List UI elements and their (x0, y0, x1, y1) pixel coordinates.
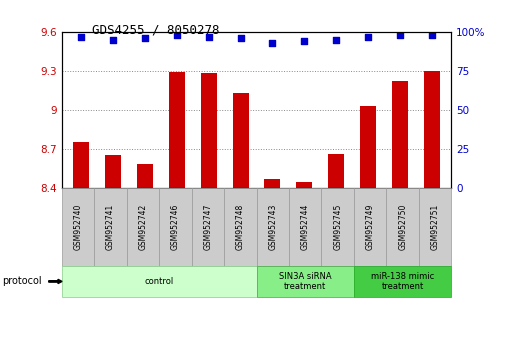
Text: miR-138 mimic
treatment: miR-138 mimic treatment (371, 272, 435, 291)
Text: SIN3A siRNA
treatment: SIN3A siRNA treatment (279, 272, 331, 291)
Point (76, 34, 85, 39)
Text: protocol: protocol (3, 276, 42, 286)
Bar (232, 93, 248, 188)
Text: GDS4255 / 8050278: GDS4255 / 8050278 (92, 23, 220, 36)
Text: GSM952748: GSM952748 (236, 204, 245, 250)
Bar (169, 72, 185, 188)
Bar (360, 106, 377, 188)
Text: GSM952743: GSM952743 (268, 203, 277, 250)
Point (396, 32, 404, 38)
Text: GSM952749: GSM952749 (366, 203, 374, 250)
Bar (392, 81, 408, 188)
Point (268, 40, 277, 46)
Bar (424, 71, 440, 188)
Text: GSM952745: GSM952745 (333, 203, 342, 250)
Bar (201, 73, 216, 188)
Text: GSM952741: GSM952741 (106, 204, 115, 250)
Point (300, 38, 308, 44)
Point (109, 37, 117, 42)
Point (205, 34, 213, 39)
Bar (73, 142, 89, 188)
Point (236, 35, 245, 41)
Text: GSM952746: GSM952746 (171, 203, 180, 250)
Bar (328, 154, 344, 188)
Text: GSM952747: GSM952747 (203, 203, 212, 250)
Text: GSM952751: GSM952751 (431, 204, 440, 250)
Point (364, 34, 372, 39)
Point (141, 35, 149, 41)
Point (172, 32, 181, 38)
Text: GSM952744: GSM952744 (301, 203, 310, 250)
Point (332, 37, 341, 42)
Bar (105, 155, 121, 188)
Text: GSM952740: GSM952740 (73, 203, 82, 250)
Bar (297, 182, 312, 188)
Bar (136, 164, 153, 188)
Text: GSM952750: GSM952750 (398, 203, 407, 250)
Point (428, 32, 437, 38)
Text: GSM952742: GSM952742 (139, 204, 147, 250)
Bar (265, 178, 281, 188)
Text: control: control (144, 277, 174, 286)
